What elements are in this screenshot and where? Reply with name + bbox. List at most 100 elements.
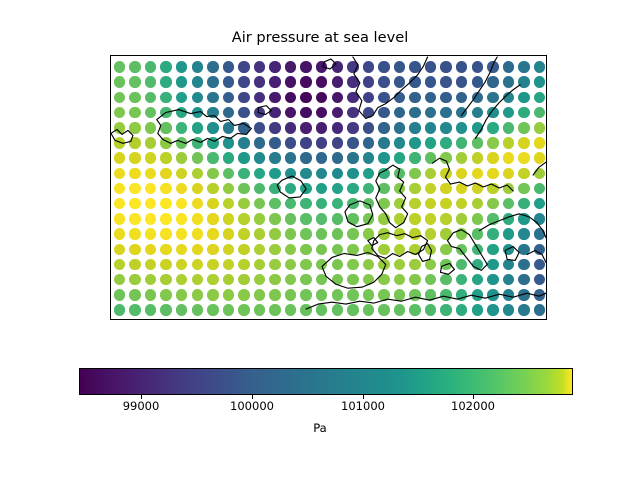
scatter-point <box>160 91 172 104</box>
scatter-point <box>129 273 141 286</box>
scatter-point <box>253 167 266 180</box>
scatter-point <box>315 213 328 225</box>
scatter-point <box>471 228 484 240</box>
scatter-point <box>347 152 359 164</box>
scatter-point <box>455 243 468 255</box>
scatter-point <box>144 304 157 316</box>
scatter-point <box>300 137 312 149</box>
scatter-point <box>238 152 250 164</box>
scatter-point <box>440 273 452 286</box>
scatter-point <box>222 106 235 119</box>
scatter-point <box>362 167 375 180</box>
scatter-point <box>440 289 452 301</box>
scatter-point <box>455 61 468 73</box>
scatter-point <box>455 182 468 195</box>
scatter-point <box>347 106 359 119</box>
scatter-point <box>269 182 281 195</box>
scatter-point <box>238 289 250 301</box>
scatter-point <box>175 76 188 88</box>
scatter-point <box>129 182 141 195</box>
scatter-point <box>144 228 157 240</box>
scatter-point <box>253 137 266 149</box>
scatter-point <box>455 152 468 164</box>
scatter-point <box>207 167 219 180</box>
scatter-point <box>424 289 437 301</box>
scatter-point <box>471 197 484 210</box>
scatter-point <box>487 137 499 149</box>
scatter-point <box>378 289 390 301</box>
scatter-point <box>518 197 530 210</box>
scatter-point <box>222 167 235 180</box>
scatter-point <box>253 61 266 73</box>
scatter-point <box>502 228 515 240</box>
scatter-point <box>502 61 515 73</box>
colorbar[interactable] <box>79 368 573 395</box>
scatter-point <box>378 228 390 240</box>
scatter-point <box>129 243 141 255</box>
scatter-point <box>113 167 126 180</box>
scatter-point <box>222 152 235 164</box>
scatter-point <box>238 228 250 240</box>
scatter-point <box>424 182 437 195</box>
scatter-point <box>487 228 499 240</box>
scatter-point <box>300 258 312 271</box>
scatter-point <box>191 243 204 255</box>
scatter-point <box>284 243 297 255</box>
scatter-point <box>331 289 344 301</box>
scatter-point <box>502 213 515 225</box>
scatter-point <box>315 182 328 195</box>
scatter-point <box>300 197 312 210</box>
scatter-point <box>440 213 452 225</box>
scatter-point <box>144 106 157 119</box>
scatter-point <box>518 76 530 88</box>
scatter-point <box>113 213 126 225</box>
scatter-point <box>113 106 126 119</box>
scatter-point <box>300 91 312 104</box>
scatter-point <box>455 76 468 88</box>
scatter-point <box>533 122 546 134</box>
scatter-point <box>471 61 484 73</box>
scatter-point <box>253 152 266 164</box>
scatter-point <box>269 228 281 240</box>
scatter-point <box>253 304 266 316</box>
colorbar-gradient <box>79 368 573 395</box>
scatter-point <box>409 106 421 119</box>
scatter-point <box>253 122 266 134</box>
scatter-point <box>393 304 406 316</box>
scatter-point <box>455 91 468 104</box>
scatter-point <box>424 167 437 180</box>
scatter-point <box>533 106 546 119</box>
scatter-point <box>269 258 281 271</box>
scatter-point <box>129 106 141 119</box>
scatter-point <box>238 76 250 88</box>
scatter-point <box>315 273 328 286</box>
map-axes[interactable] <box>110 55 547 320</box>
scatter-point <box>315 91 328 104</box>
scatter-point <box>207 137 219 149</box>
scatter-point <box>207 122 219 134</box>
colorbar-tick-label: 102000 <box>451 399 495 413</box>
scatter-point <box>331 122 344 134</box>
colorbar-tick-label: 101000 <box>341 399 385 413</box>
scatter-point <box>331 91 344 104</box>
scatter-point <box>518 243 530 255</box>
scatter-point <box>238 213 250 225</box>
scatter-point <box>144 213 157 225</box>
scatter-point <box>331 243 344 255</box>
scatter-point <box>362 228 375 240</box>
scatter-point <box>207 304 219 316</box>
scatter-point <box>518 122 530 134</box>
scatter-point <box>424 61 437 73</box>
scatter-point <box>238 61 250 73</box>
scatter-point <box>175 182 188 195</box>
scatter-point <box>331 197 344 210</box>
scatter-point <box>502 243 515 255</box>
scatter-point <box>269 197 281 210</box>
scatter-point <box>191 167 204 180</box>
scatter-point <box>440 91 452 104</box>
scatter-point <box>191 228 204 240</box>
scatter-point <box>113 122 126 134</box>
scatter-point <box>160 243 172 255</box>
scatter-point <box>440 122 452 134</box>
scatter-point <box>409 273 421 286</box>
